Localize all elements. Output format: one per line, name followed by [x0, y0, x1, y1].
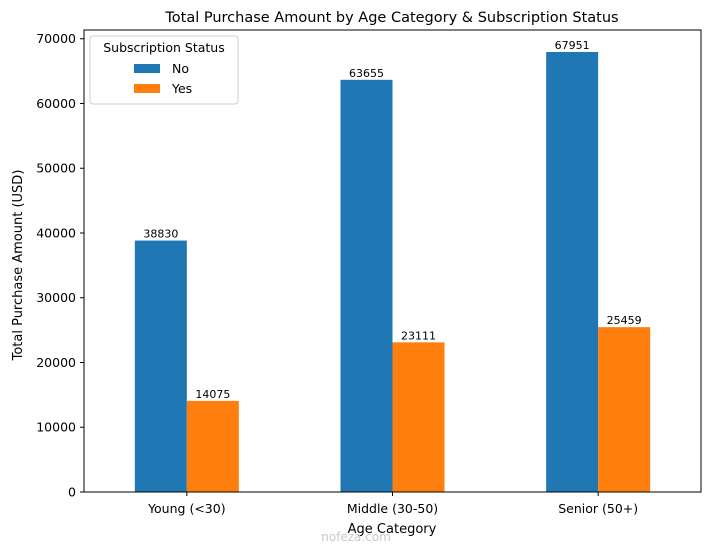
y-tick-label: 10000	[36, 420, 76, 435]
data-label-no-senior-50: 67951	[555, 39, 590, 52]
bars-layer	[134, 51, 651, 492]
bar-no-young-30	[134, 240, 187, 492]
data-label-no-young-30: 38830	[143, 228, 178, 241]
bar-yes-senior-50	[598, 327, 651, 492]
data-label-yes-young-30: 14075	[195, 388, 230, 401]
y-axis-label: Total Purchase Amount (USD)	[11, 170, 26, 362]
bar-no-senior-50	[546, 51, 599, 492]
chart-title: Total Purchase Amount by Age Category & …	[164, 10, 618, 26]
y-tick-label: 50000	[36, 161, 76, 176]
y-tick-label: 0	[68, 485, 76, 500]
x-axis-label: Age Category	[348, 522, 437, 537]
x-tick-label-middle-30-50: Middle (30-50)	[347, 501, 438, 516]
legend-title: Subscription Status	[103, 40, 224, 55]
x-tick-label-young-30: Young (<30)	[147, 501, 226, 516]
legend-swatch-no	[134, 64, 160, 73]
bar-yes-middle-30-50	[392, 342, 445, 492]
x-tick-label-senior-50: Senior (50+)	[558, 501, 638, 516]
data-label-yes-senior-50: 25459	[607, 314, 642, 327]
axes-layer: 0 10000 20000 30000 40000 50000 60000 70000 Youn…	[36, 29, 702, 516]
watermark-text: nofeza.com	[321, 530, 391, 544]
legend: Subscription Status No Yes	[89, 35, 239, 105]
data-label-no-middle-30-50: 63655	[349, 67, 384, 80]
y-tick-label: 40000	[36, 225, 76, 240]
y-tick-label: 20000	[36, 355, 76, 370]
bar-no-middle-30-50	[340, 79, 393, 492]
data-labels-layer: 38830 14075 63655 23111 67951 25459	[143, 39, 641, 401]
legend-label-no: No	[172, 61, 189, 76]
data-label-yes-middle-30-50: 23111	[401, 329, 436, 342]
legend-swatch-yes	[134, 84, 160, 93]
y-tick-label: 70000	[36, 31, 76, 46]
legend-box	[89, 35, 239, 105]
bar-yes-young-30	[186, 400, 239, 492]
legend-label-yes: Yes	[171, 81, 192, 96]
y-tick-label: 30000	[36, 290, 76, 305]
y-tick-label: 60000	[36, 96, 76, 111]
